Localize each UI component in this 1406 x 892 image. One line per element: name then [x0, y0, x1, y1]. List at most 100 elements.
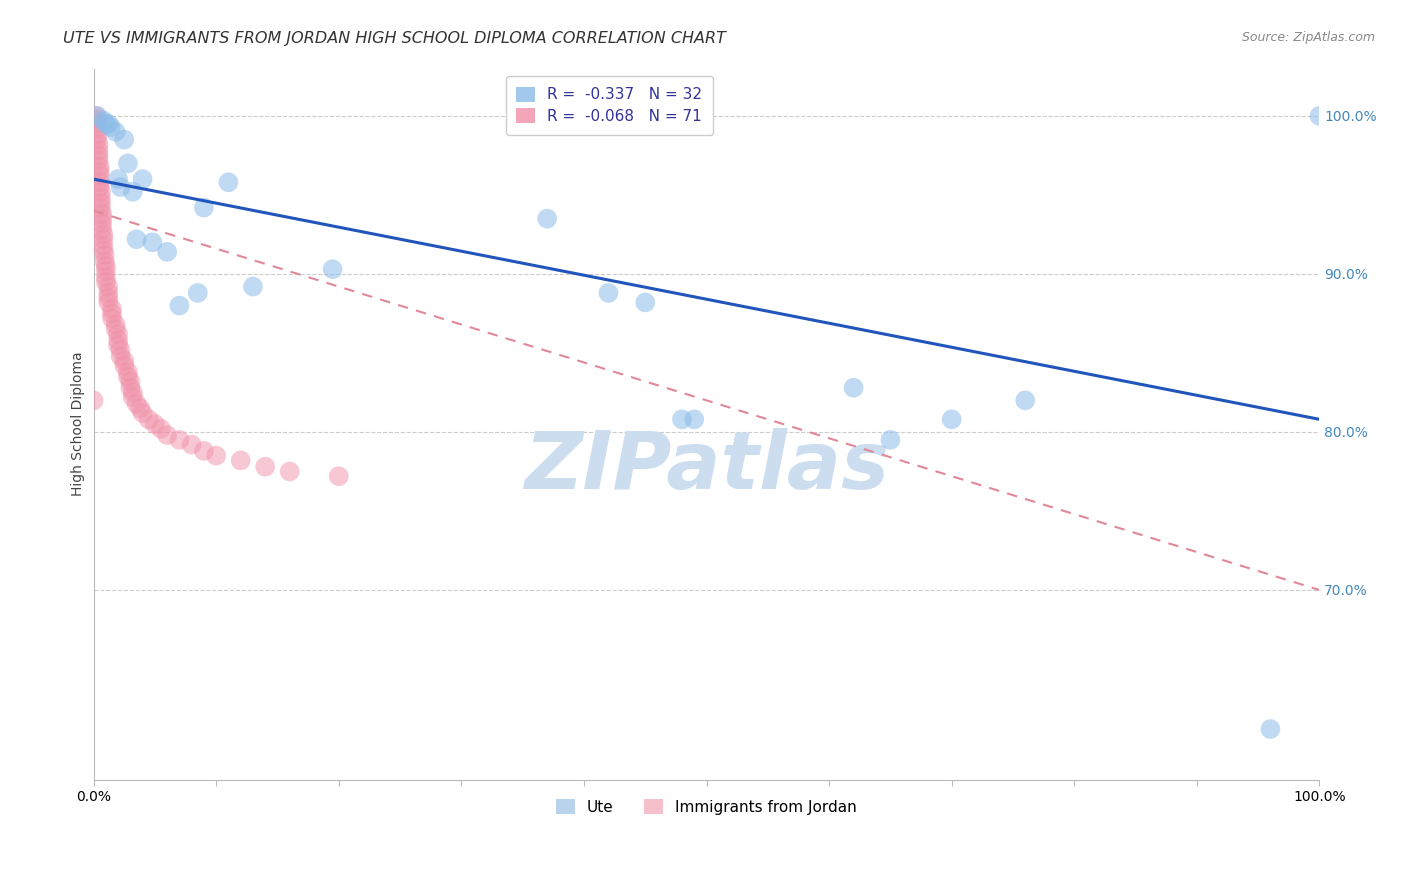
Point	[110, 349, 132, 363]
Point	[107, 172, 129, 186]
Point	[141, 235, 163, 250]
Point	[121, 385, 143, 400]
Legend: Ute, Immigrants from Jordan: Ute, Immigrants from Jordan	[546, 789, 868, 825]
Point	[90, 201, 112, 215]
Point	[91, 211, 114, 226]
Point	[278, 465, 301, 479]
Point	[112, 354, 135, 368]
Point	[91, 223, 114, 237]
Point	[91, 207, 114, 221]
Text: ZIPatlas: ZIPatlas	[524, 428, 889, 506]
Point	[217, 175, 239, 189]
Point	[120, 381, 142, 395]
Point	[107, 326, 129, 341]
Point	[125, 232, 148, 246]
Point	[101, 301, 124, 316]
Point	[97, 291, 120, 305]
Point	[84, 109, 107, 123]
Point	[86, 117, 108, 131]
Point	[93, 227, 115, 242]
Point	[536, 211, 558, 226]
Point	[97, 295, 120, 310]
Point	[86, 121, 108, 136]
Point	[90, 195, 112, 210]
Point	[93, 254, 115, 268]
Point	[634, 295, 657, 310]
Point	[93, 232, 115, 246]
Point	[101, 311, 124, 326]
Point	[125, 396, 148, 410]
Point	[89, 175, 111, 189]
Y-axis label: High School Diploma: High School Diploma	[72, 351, 86, 496]
Point	[83, 393, 105, 408]
Point	[100, 120, 122, 134]
Point	[322, 262, 344, 277]
Point	[86, 128, 108, 142]
Point	[117, 365, 139, 379]
Point	[143, 417, 166, 431]
Point	[193, 444, 215, 458]
Point	[87, 144, 110, 158]
Point	[84, 112, 107, 127]
Point	[91, 216, 114, 230]
Point	[110, 343, 132, 357]
Point	[112, 359, 135, 373]
Point	[107, 334, 129, 348]
Point	[93, 248, 115, 262]
Point	[121, 185, 143, 199]
Point	[1260, 722, 1282, 736]
Point	[97, 279, 120, 293]
Point	[138, 412, 160, 426]
Point	[117, 369, 139, 384]
Point	[94, 275, 117, 289]
Point	[93, 244, 115, 258]
Point	[97, 117, 120, 131]
Point	[94, 259, 117, 273]
Point	[94, 264, 117, 278]
Point	[110, 180, 132, 194]
Point	[169, 299, 191, 313]
Point	[842, 381, 865, 395]
Point	[93, 113, 115, 128]
Point	[131, 172, 153, 186]
Point	[117, 156, 139, 170]
Point	[87, 148, 110, 162]
Point	[254, 459, 277, 474]
Point	[94, 270, 117, 285]
Point	[131, 406, 153, 420]
Point	[93, 238, 115, 252]
Point	[90, 185, 112, 199]
Point	[87, 137, 110, 152]
Point	[94, 117, 117, 131]
Text: UTE VS IMMIGRANTS FROM JORDAN HIGH SCHOOL DIPLOMA CORRELATION CHART: UTE VS IMMIGRANTS FROM JORDAN HIGH SCHOO…	[63, 31, 725, 46]
Point	[941, 412, 963, 426]
Point	[598, 285, 620, 300]
Point	[187, 285, 209, 300]
Point	[156, 428, 179, 442]
Text: Source: ZipAtlas.com: Source: ZipAtlas.com	[1241, 31, 1375, 45]
Point	[104, 318, 127, 332]
Point	[193, 201, 215, 215]
Point	[156, 244, 179, 259]
Point	[150, 422, 173, 436]
Point	[683, 412, 706, 426]
Point	[107, 338, 129, 352]
Point	[129, 401, 152, 416]
Point	[97, 285, 120, 300]
Point	[86, 133, 108, 147]
Point	[328, 469, 350, 483]
Point	[89, 160, 111, 174]
Point	[671, 412, 693, 426]
Point	[112, 133, 135, 147]
Point	[229, 453, 252, 467]
Point	[205, 449, 228, 463]
Point	[879, 433, 901, 447]
Point	[104, 125, 127, 139]
Point	[1308, 109, 1330, 123]
Point	[169, 433, 191, 447]
Point	[104, 322, 127, 336]
Point	[180, 437, 202, 451]
Point	[1014, 393, 1036, 408]
Point	[121, 390, 143, 404]
Point	[242, 279, 264, 293]
